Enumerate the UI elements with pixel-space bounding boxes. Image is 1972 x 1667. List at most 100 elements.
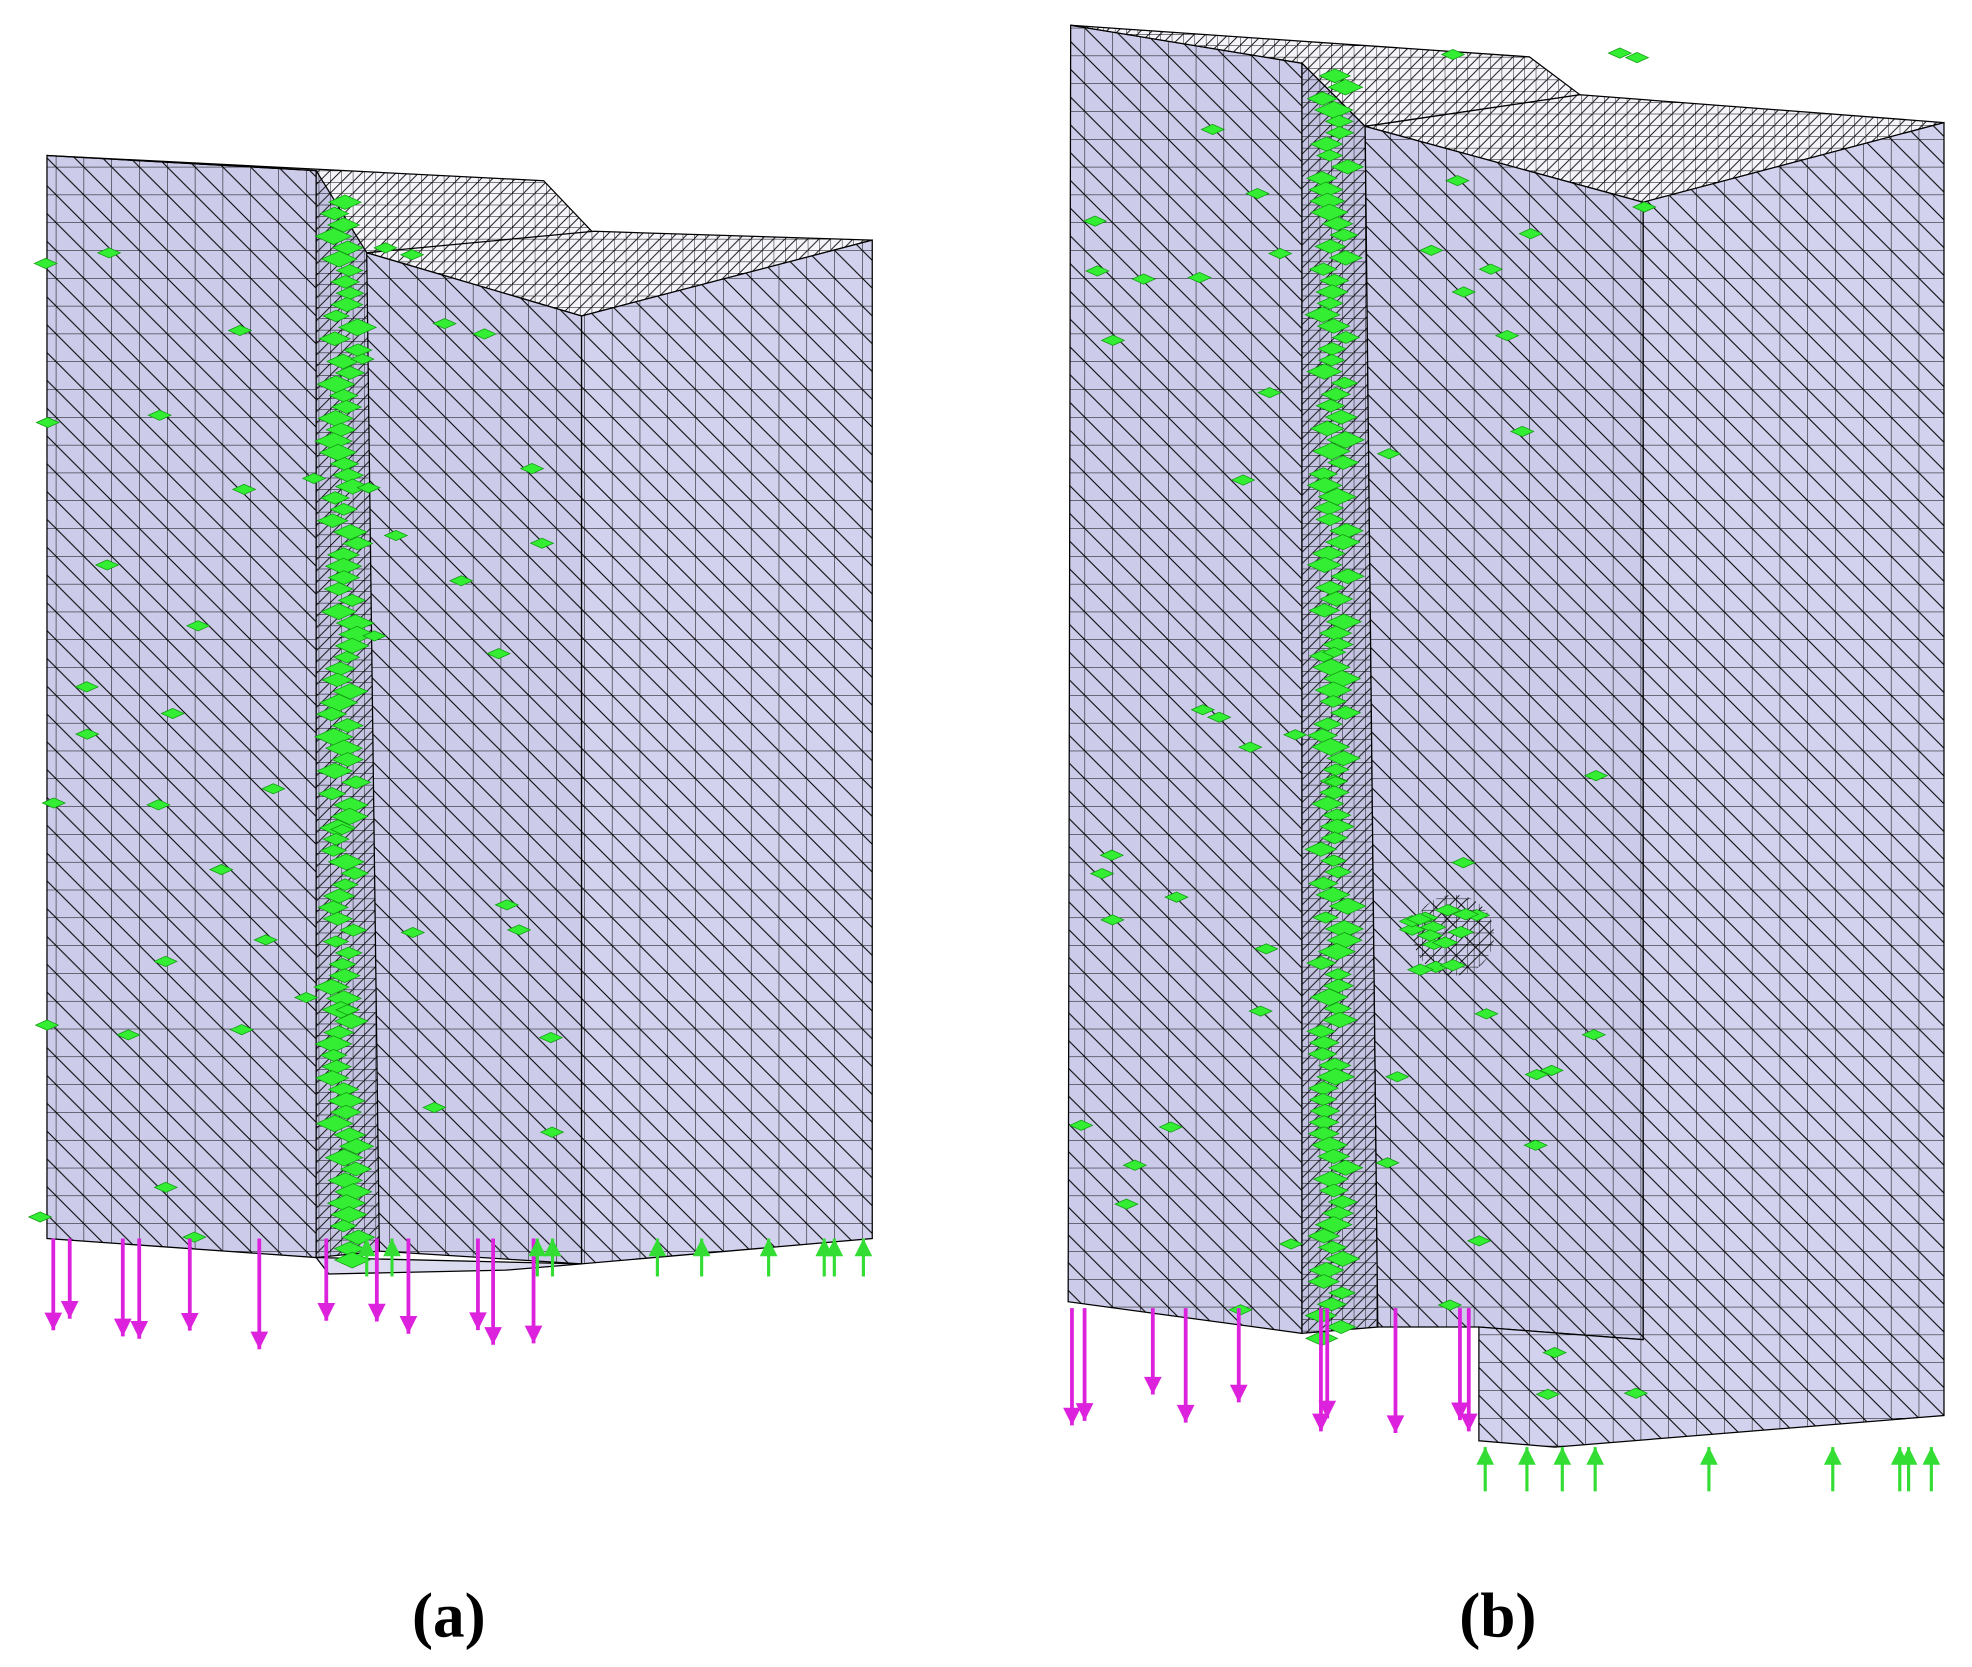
constraint-marker — [330, 399, 363, 414]
constraint-marker — [1445, 175, 1470, 187]
constraint-marker — [1523, 1139, 1548, 1151]
constraint-marker — [1318, 1183, 1349, 1198]
constraint-marker — [1324, 114, 1354, 128]
load-arrow-head — [130, 1321, 149, 1339]
constraint-marker — [1206, 711, 1232, 723]
constraint-marker — [1315, 398, 1346, 413]
constraint-marker — [350, 353, 375, 365]
constraint-marker — [1451, 857, 1476, 869]
constraint-marker — [323, 582, 354, 596]
constraint-marker — [331, 718, 364, 733]
constraint-marker — [1257, 387, 1282, 399]
constraint-marker — [335, 1004, 360, 1016]
constraint-marker — [400, 926, 426, 939]
constraint-marker — [1323, 776, 1348, 788]
constraint-marker — [1405, 913, 1434, 926]
constraint-marker — [314, 227, 353, 245]
constraint-marker — [33, 257, 58, 269]
constraint-marker — [338, 1138, 375, 1155]
load-arrow-head — [1318, 1400, 1337, 1419]
constraint-marker — [327, 1172, 364, 1189]
constraint-marker — [1328, 250, 1363, 266]
constraint-marker — [1308, 603, 1341, 618]
panel-label: (b) — [1459, 1581, 1536, 1651]
constraint-marker — [1200, 123, 1226, 135]
constraint-marker — [1315, 512, 1345, 526]
load-arrow-head — [1451, 1402, 1469, 1421]
constraint-marker — [1539, 1064, 1564, 1076]
constraint-marker — [321, 672, 354, 688]
load-arrow-head — [1459, 1413, 1478, 1432]
load-arrow-head — [524, 1325, 543, 1344]
constraint-marker — [1321, 808, 1352, 822]
constraint-marker — [1322, 763, 1350, 776]
constraint-marker — [327, 1082, 360, 1097]
constraint-marker — [1131, 273, 1157, 285]
constraint-marker — [326, 547, 361, 563]
constraint-marker — [472, 328, 497, 340]
constraint-marker — [322, 832, 350, 846]
constraint-marker — [1318, 625, 1353, 641]
constraint-marker — [326, 1194, 367, 1213]
constraint-marker — [1312, 442, 1352, 460]
constraint-marker — [422, 1102, 447, 1114]
constraint-marker — [329, 457, 360, 471]
load-arrow-head — [250, 1331, 269, 1350]
constraint-marker — [314, 1070, 350, 1086]
constraint-marker — [1309, 988, 1349, 1006]
load-arrow-head — [180, 1312, 199, 1331]
constraint-marker — [538, 1032, 564, 1044]
constraint-marker — [322, 309, 351, 323]
constraint-marker — [147, 409, 172, 421]
constraint-marker — [335, 264, 364, 277]
constraint-marker — [319, 844, 348, 857]
mesh — [366, 231, 873, 316]
constraint-marker — [1314, 1216, 1353, 1234]
constraint-marker — [1317, 942, 1357, 961]
constraint-marker — [1317, 342, 1348, 356]
constraint-marker — [27, 1211, 53, 1223]
constraint-marker — [529, 537, 555, 549]
constraint-marker — [1329, 228, 1359, 242]
constraint-marker — [340, 866, 370, 880]
constraint-marker — [1398, 923, 1426, 936]
load-arrow-head — [44, 1312, 63, 1331]
constraint-marker — [1327, 1286, 1356, 1300]
constraint-marker — [486, 648, 511, 660]
constraint-marker — [333, 651, 361, 664]
constraint-marker — [1316, 297, 1344, 310]
constraint-marker — [329, 1104, 363, 1120]
constraint-marker — [432, 318, 457, 330]
constraint-marker — [320, 250, 358, 268]
constraint-marker — [1278, 1238, 1304, 1250]
mesh — [46, 155, 595, 253]
constraint-marker — [1311, 911, 1340, 924]
constraint-marker — [1376, 448, 1402, 460]
constraint-marker — [1114, 1198, 1139, 1210]
constraint-marker — [1306, 556, 1343, 574]
constraint-marker — [330, 807, 369, 826]
mesh-model-b — [1067, 24, 1945, 1448]
constraint-marker — [1317, 1057, 1352, 1074]
mesh — [366, 252, 582, 1264]
boundary-markers — [27, 47, 1941, 1492]
load-arrow-head — [60, 1301, 79, 1319]
constraint-marker — [1306, 728, 1339, 743]
constraint-marker — [1310, 203, 1349, 222]
constraint-marker — [1308, 1115, 1340, 1130]
constraint-marker — [448, 575, 474, 587]
constraint-marker — [317, 787, 347, 801]
constraint-marker — [1328, 897, 1367, 915]
constraint-marker — [1321, 216, 1354, 231]
constraint-marker — [1312, 717, 1343, 731]
constraint-marker — [343, 343, 373, 357]
constraint-marker — [333, 1251, 371, 1269]
constraint-marker — [1329, 705, 1362, 720]
load-arrow-head — [1176, 1404, 1195, 1423]
constraint-marker — [328, 968, 361, 983]
constraint-marker — [1317, 353, 1346, 367]
constraint-marker — [153, 1181, 179, 1193]
constraint-marker — [1494, 330, 1520, 342]
constraint-marker — [1510, 425, 1535, 437]
constraint-marker — [317, 900, 349, 915]
